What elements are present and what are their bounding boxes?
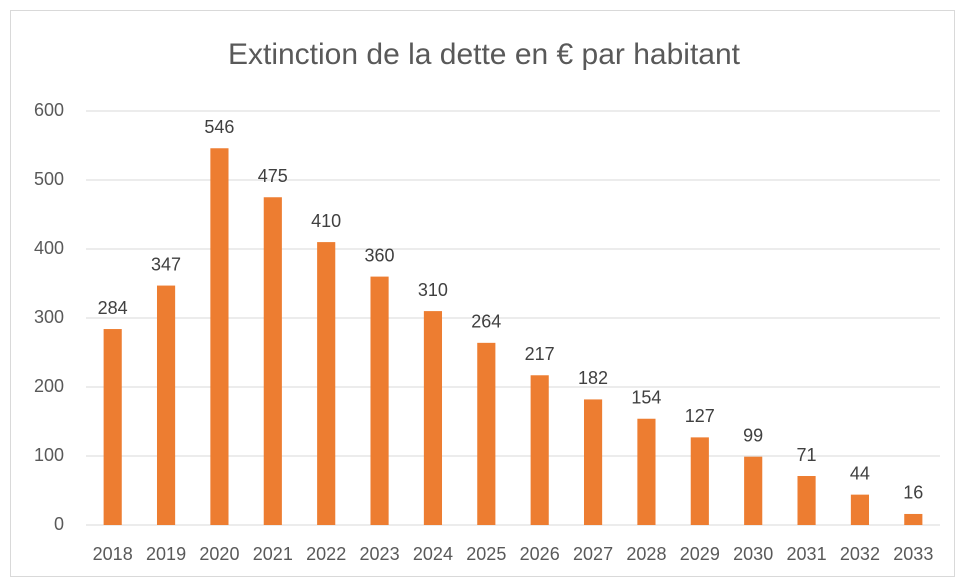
bar [637, 418, 656, 525]
x-tick-label: 2028 [626, 544, 666, 564]
x-tick-label: 2033 [893, 544, 933, 564]
x-tick-label: 2020 [199, 544, 239, 564]
bar [423, 311, 443, 525]
bar [530, 375, 549, 525]
x-tick-label: 2031 [787, 544, 827, 564]
bar [583, 399, 603, 525]
y-tick-label: 100 [34, 445, 64, 465]
x-tick-label: 2026 [520, 544, 560, 564]
x-tick-label: 2029 [680, 544, 720, 564]
data-label: 264 [471, 312, 501, 332]
bar [370, 276, 389, 525]
data-label: 99 [743, 425, 763, 445]
x-tick-label: 2019 [146, 544, 186, 564]
chart-title: Extinction de la dette en € par habitant [228, 38, 741, 71]
data-label: 284 [98, 298, 128, 318]
bar [690, 437, 709, 525]
data-label: 154 [631, 387, 661, 407]
x-tick-label: 2021 [253, 544, 293, 564]
data-label: 16 [903, 483, 923, 503]
y-tick-label: 600 [34, 100, 64, 120]
data-label: 310 [418, 280, 448, 300]
x-tick-label: 2018 [93, 544, 133, 564]
data-label: 182 [578, 368, 608, 388]
data-label: 347 [151, 254, 181, 274]
x-tick-label: 2030 [733, 544, 773, 564]
bar [904, 513, 923, 525]
x-tick-label: 2023 [360, 544, 400, 564]
bar [797, 476, 816, 525]
data-label: 127 [685, 406, 715, 426]
bar [103, 329, 122, 525]
bar [210, 148, 229, 525]
x-tick-label: 2025 [466, 544, 506, 564]
y-tick-label: 400 [34, 238, 64, 258]
bar [477, 342, 496, 525]
x-tick-label: 2022 [306, 544, 346, 564]
y-tick-label: 200 [34, 376, 64, 396]
bar [317, 242, 336, 525]
x-tick-label: 2027 [573, 544, 613, 564]
x-tick-label: 2032 [840, 544, 880, 564]
bar [850, 494, 870, 525]
y-tick-label: 0 [54, 514, 64, 534]
y-tick-label: 500 [34, 169, 64, 189]
data-label: 44 [850, 463, 870, 483]
data-label: 410 [311, 211, 341, 231]
bar [156, 285, 176, 525]
data-label: 360 [365, 245, 395, 265]
bar [263, 197, 282, 525]
x-tick-label: 2024 [413, 544, 453, 564]
y-tick-label: 300 [34, 307, 64, 327]
data-label: 71 [797, 445, 817, 465]
bar [744, 456, 763, 525]
data-label: 546 [204, 117, 234, 137]
data-label: 475 [258, 166, 288, 186]
data-label: 217 [525, 344, 555, 364]
